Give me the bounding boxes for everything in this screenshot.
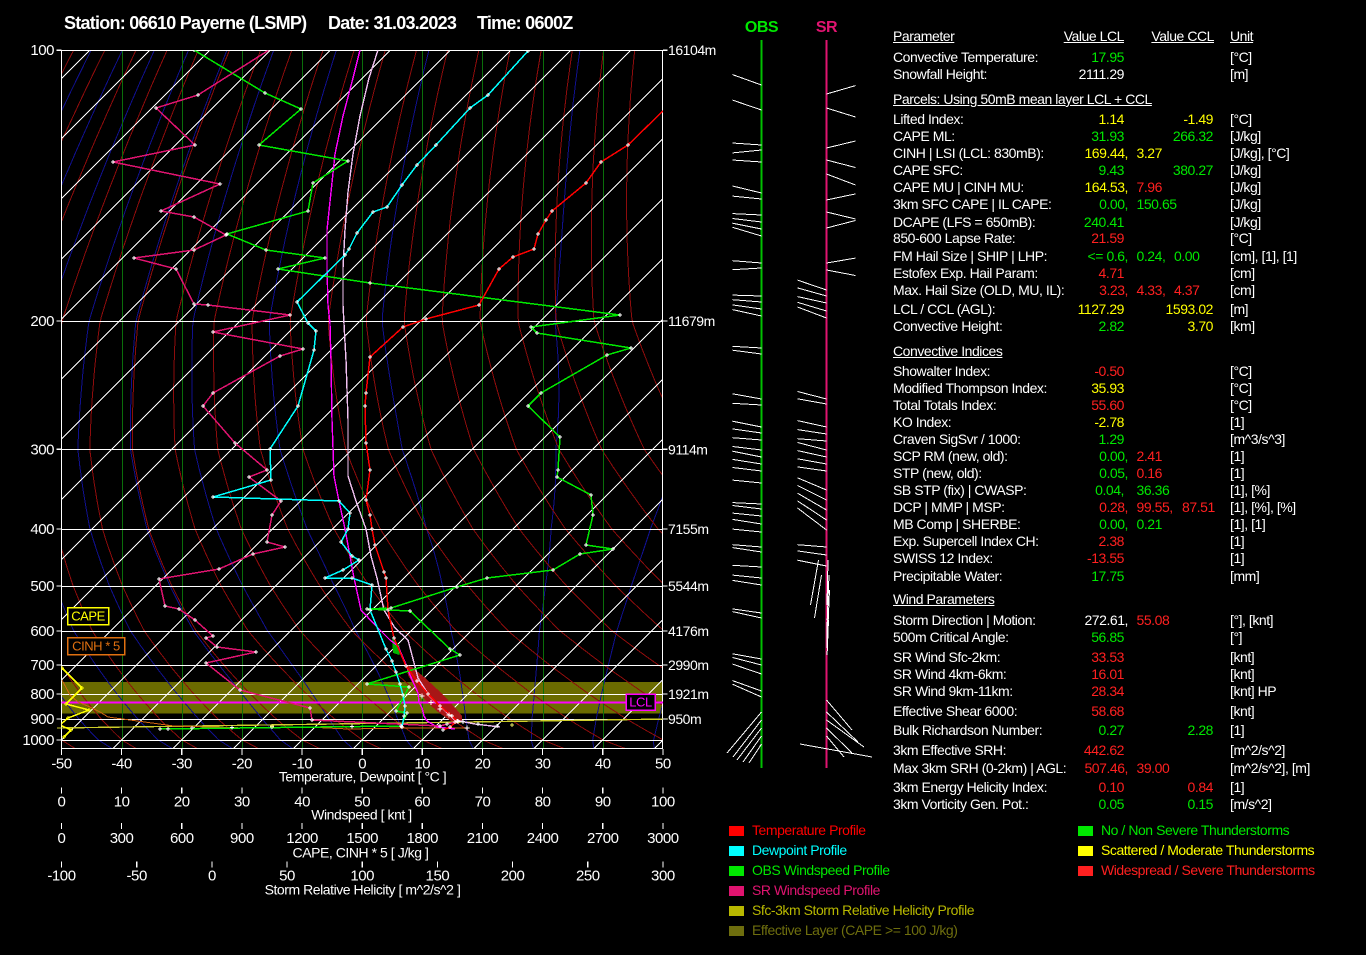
- svg-text:20: 20: [475, 756, 491, 773]
- svg-text:0: 0: [358, 756, 366, 773]
- svg-text:-20: -20: [232, 756, 252, 773]
- svg-text:-100: -100: [47, 868, 75, 885]
- svg-text:1500: 1500: [346, 830, 378, 847]
- svg-text:100: 100: [651, 794, 675, 811]
- svg-text:9114m: 9114m: [668, 441, 708, 457]
- svg-text:-40: -40: [111, 756, 131, 773]
- svg-text:10: 10: [414, 756, 430, 773]
- svg-text:2700: 2700: [587, 830, 619, 847]
- svg-text:CINH * 5: CINH * 5: [72, 639, 120, 654]
- svg-text:70: 70: [475, 794, 491, 811]
- svg-text:40: 40: [595, 756, 611, 773]
- svg-text:2990m: 2990m: [668, 657, 709, 673]
- svg-text:-10: -10: [292, 756, 312, 773]
- svg-text:Windspeed [ knt ]: Windspeed [ knt ]: [311, 807, 412, 823]
- svg-text:SR: SR: [816, 19, 838, 36]
- svg-text:2400: 2400: [527, 830, 559, 847]
- svg-text:LCL: LCL: [629, 695, 652, 710]
- svg-text:11679m: 11679m: [668, 313, 715, 329]
- svg-text:300: 300: [30, 441, 54, 458]
- svg-text:200: 200: [30, 313, 54, 330]
- svg-text:250: 250: [576, 868, 600, 885]
- svg-text:Storm Relative Helicity [ m^2: Storm Relative Helicity [ m^2/s^2 ]: [265, 882, 461, 898]
- svg-text:80: 80: [535, 794, 551, 811]
- svg-text:150: 150: [426, 868, 450, 885]
- svg-text:20: 20: [174, 794, 190, 811]
- svg-text:2100: 2100: [467, 830, 499, 847]
- svg-text:950m: 950m: [668, 711, 701, 727]
- svg-text:OBS: OBS: [745, 19, 779, 36]
- svg-text:4176m: 4176m: [668, 623, 709, 639]
- svg-text:-50: -50: [51, 756, 71, 773]
- svg-text:300: 300: [110, 830, 134, 847]
- svg-text:7155m: 7155m: [668, 521, 709, 537]
- svg-text:0: 0: [58, 794, 66, 811]
- svg-text:16104m: 16104m: [668, 42, 716, 58]
- svg-text:100: 100: [30, 42, 54, 59]
- svg-text:-50: -50: [127, 868, 147, 885]
- svg-text:40: 40: [294, 794, 310, 811]
- svg-text:100: 100: [350, 868, 374, 885]
- svg-text:CAPE: CAPE: [71, 609, 105, 624]
- svg-text:600: 600: [170, 830, 194, 847]
- svg-text:800: 800: [30, 686, 54, 703]
- svg-text:30: 30: [535, 756, 551, 773]
- svg-text:10: 10: [114, 794, 130, 811]
- svg-text:900: 900: [30, 711, 54, 728]
- svg-text:400: 400: [30, 521, 54, 538]
- svg-text:3000: 3000: [647, 830, 679, 847]
- svg-text:50: 50: [354, 794, 370, 811]
- svg-text:CAPE, CINH * 5 [ J/kg ]: CAPE, CINH * 5 [ J/kg ]: [293, 845, 429, 861]
- svg-text:-30: -30: [172, 756, 192, 773]
- svg-text:Temperature, Dewpoint [ °C ]: Temperature, Dewpoint [ °C ]: [279, 769, 446, 785]
- svg-text:900: 900: [230, 830, 254, 847]
- svg-text:0: 0: [208, 868, 216, 885]
- svg-text:5544m: 5544m: [668, 578, 709, 594]
- svg-text:600: 600: [30, 623, 54, 640]
- svg-text:60: 60: [414, 794, 430, 811]
- svg-text:30: 30: [234, 794, 250, 811]
- svg-text:1800: 1800: [407, 830, 439, 847]
- svg-text:0: 0: [58, 830, 66, 847]
- svg-text:200: 200: [501, 868, 525, 885]
- svg-text:1200: 1200: [286, 830, 318, 847]
- svg-text:300: 300: [651, 868, 675, 885]
- svg-text:500: 500: [30, 578, 54, 595]
- svg-text:90: 90: [595, 794, 611, 811]
- svg-text:1921m: 1921m: [668, 686, 709, 702]
- svg-text:700: 700: [30, 657, 54, 674]
- svg-text:50: 50: [655, 756, 671, 773]
- svg-text:50: 50: [279, 868, 295, 885]
- svg-text:1000: 1000: [22, 732, 54, 749]
